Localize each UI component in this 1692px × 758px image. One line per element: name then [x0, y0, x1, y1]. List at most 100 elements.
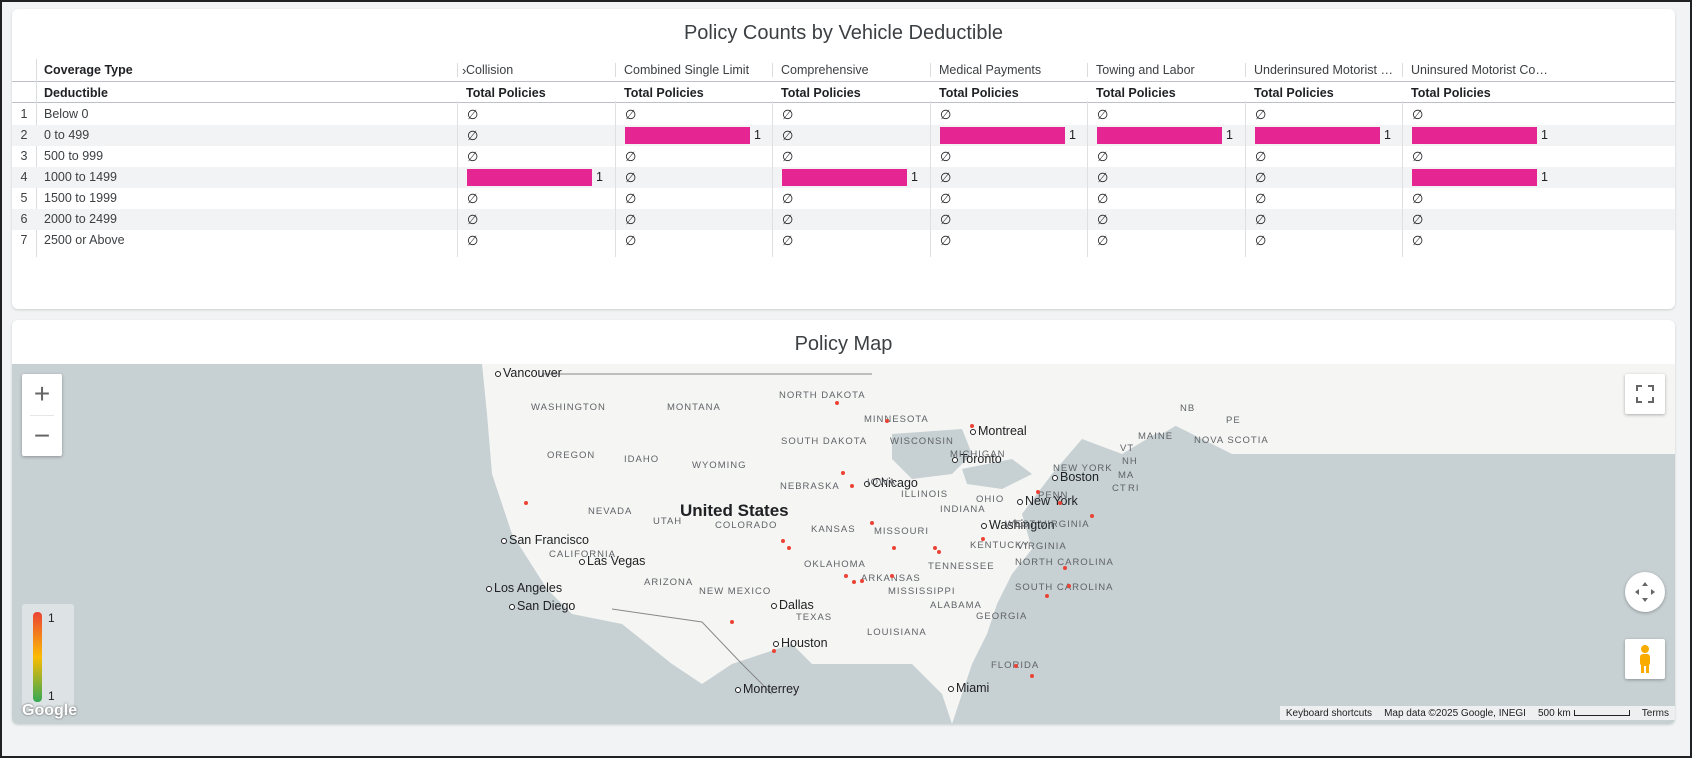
policy-point[interactable]: [892, 546, 896, 550]
policy-point[interactable]: [1058, 501, 1062, 505]
state-label: NOVA SCOTIA: [1194, 435, 1269, 446]
minus-icon: −: [33, 420, 51, 451]
table-cell: ∅: [773, 125, 930, 146]
metric-header-4[interactable]: Total Policies: [1096, 86, 1176, 100]
table-cell: ∅: [931, 167, 1088, 188]
table-row[interactable]: 6 2000 to 2499 ∅ ∅ ∅ ∅ ∅ ∅ ∅: [12, 209, 1675, 230]
column-header-2[interactable]: Comprehensive: [781, 63, 869, 77]
null-value: ∅: [1255, 212, 1267, 227]
policy-point[interactable]: [981, 537, 985, 541]
policy-point[interactable]: [933, 546, 937, 550]
policy-point[interactable]: [524, 501, 528, 505]
city-marker-icon: [970, 428, 976, 435]
policy-point[interactable]: [937, 550, 941, 554]
table-cell: 1: [1403, 125, 1560, 146]
table-cell: ∅: [616, 104, 773, 125]
metric-header-6[interactable]: Total Policies: [1411, 86, 1491, 100]
null-value: ∅: [940, 191, 952, 206]
city-label: Montreal: [970, 424, 1027, 438]
state-label: WASHINGTON: [531, 402, 606, 413]
map-canvas[interactable]: United States Vancouver Montreal Toronto Bo…: [12, 364, 1675, 724]
policy-point[interactable]: [1030, 674, 1034, 678]
null-value: ∅: [940, 107, 952, 122]
metric-header-5[interactable]: Total Policies: [1254, 86, 1334, 100]
column-gridline: [772, 101, 773, 257]
null-value: ∅: [1097, 191, 1109, 206]
table-row[interactable]: 3 500 to 999 ∅ ∅ ∅ ∅ ∅ ∅ ∅: [12, 146, 1675, 167]
chevron-right-icon[interactable]: ›: [462, 63, 467, 78]
legend-gradient: [33, 612, 42, 702]
policy-point[interactable]: [890, 574, 894, 578]
policy-point[interactable]: [844, 574, 848, 578]
policy-point[interactable]: [787, 546, 791, 550]
null-value: ∅: [782, 107, 794, 122]
policy-point[interactable]: [841, 471, 845, 475]
fullscreen-button[interactable]: [1625, 374, 1665, 414]
column-gridline: [930, 101, 931, 257]
metric-header-2[interactable]: Total Policies: [781, 86, 861, 100]
policy-point[interactable]: [870, 521, 874, 525]
null-value: ∅: [940, 212, 952, 227]
column-header-4[interactable]: Towing and Labor: [1096, 63, 1195, 77]
column-header-0[interactable]: Collision: [466, 63, 514, 77]
terms-link[interactable]: Terms: [1641, 707, 1669, 719]
policy-point[interactable]: [1036, 490, 1040, 494]
policy-point[interactable]: [1063, 566, 1067, 570]
map-title: Policy Map: [794, 333, 893, 355]
column-dimension-header: Coverage Type › Collision Combined Single…: [12, 59, 1675, 81]
state-label: LOUISIANA: [867, 627, 927, 638]
state-label: MICHIGAN: [950, 449, 1006, 460]
policy-point[interactable]: [835, 401, 839, 405]
street-view-button[interactable]: [1625, 639, 1665, 679]
table-cell: ∅: [458, 125, 615, 146]
column-header-5[interactable]: Underinsured Motorist Com...: [1254, 63, 1401, 77]
table-cell: ∅: [458, 146, 615, 167]
policy-point[interactable]: [850, 484, 854, 488]
null-value: ∅: [1412, 212, 1424, 227]
keyboard-shortcuts-link[interactable]: Keyboard shortcuts: [1285, 707, 1373, 719]
table-cell: 1: [1246, 125, 1403, 146]
zoom-divider: [30, 415, 54, 416]
table-cell: ∅: [616, 188, 773, 209]
policy-point[interactable]: [1045, 594, 1049, 598]
table-row[interactable]: 5 1500 to 1999 ∅ ∅ ∅ ∅ ∅ ∅ ∅: [12, 188, 1675, 209]
policy-point[interactable]: [860, 579, 864, 583]
policy-point[interactable]: [1090, 514, 1094, 518]
policy-point[interactable]: [970, 424, 974, 428]
table-cell: ∅: [931, 230, 1088, 251]
table-row[interactable]: 1 Below 0 ∅ ∅ ∅ ∅ ∅ ∅ ∅: [12, 104, 1675, 125]
policy-point[interactable]: [772, 649, 776, 653]
table-cell: ∅: [931, 146, 1088, 167]
zoom-out-button[interactable]: −: [22, 416, 62, 456]
scale-label[interactable]: 500 km: [1532, 708, 1636, 719]
column-header-1[interactable]: Combined Single Limit: [624, 63, 750, 77]
metric-header-1[interactable]: Total Policies: [624, 86, 704, 100]
policy-point[interactable]: [1014, 664, 1018, 668]
policy-point[interactable]: [730, 620, 734, 624]
value-bar: [467, 169, 592, 186]
state-label: TEXAS: [796, 612, 833, 623]
table-cell: ∅: [458, 104, 615, 125]
column-header-6[interactable]: Uninsured Motorist Combin...: [1411, 63, 1558, 77]
column-header-3[interactable]: Medical Payments: [939, 63, 1042, 77]
table-row[interactable]: 4 1000 to 1499 1 ∅ 1 ∅ ∅ ∅ 1: [12, 167, 1675, 188]
camera-control-button[interactable]: [1625, 572, 1665, 612]
zoom-in-button[interactable]: +: [22, 374, 62, 414]
state-label: WISCONSIN: [890, 436, 954, 447]
value-label: 1: [1541, 170, 1548, 184]
policy-point[interactable]: [781, 539, 785, 543]
null-value: ∅: [625, 170, 637, 185]
city-label: Miami: [948, 681, 989, 695]
value-label: 1: [1541, 128, 1548, 142]
table-row[interactable]: 7 2500 or Above ∅ ∅ ∅ ∅ ∅ ∅ ∅: [12, 230, 1675, 251]
policy-point[interactable]: [885, 419, 889, 423]
column-separator: [772, 63, 773, 77]
metric-header-0[interactable]: Total Policies: [466, 86, 546, 100]
table-cell: ∅: [1088, 146, 1245, 167]
metric-header-3[interactable]: Total Policies: [939, 86, 1019, 100]
null-value: ∅: [625, 233, 637, 248]
policy-point[interactable]: [852, 580, 856, 584]
table-row[interactable]: 2 0 to 499 ∅ 1 ∅ 1 1 1 1: [12, 125, 1675, 146]
policy-point[interactable]: [1067, 584, 1071, 588]
row-index: 4: [20, 170, 28, 184]
